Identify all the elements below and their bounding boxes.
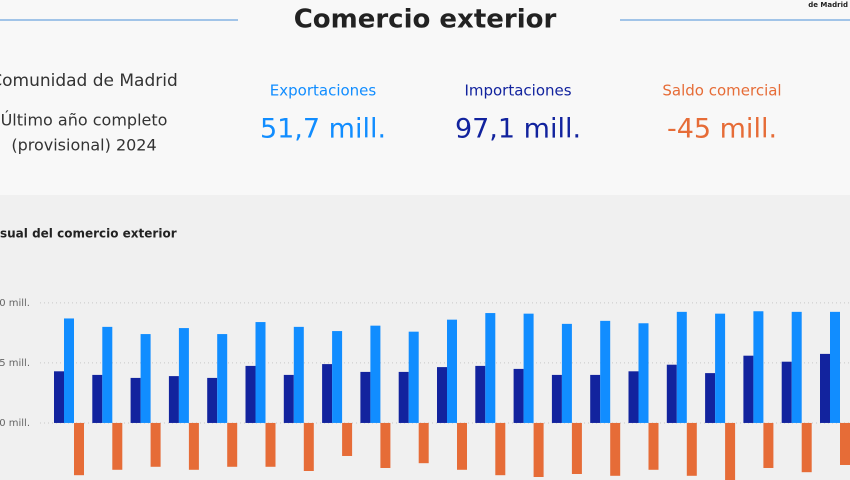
bar	[178, 328, 189, 423]
bar	[523, 313, 534, 423]
bar	[600, 320, 611, 423]
header-panel	[0, 0, 850, 195]
bar	[495, 422, 506, 476]
bar	[801, 422, 812, 473]
bar	[303, 422, 314, 471]
period: Último año completo	[1, 111, 168, 130]
bar	[513, 368, 524, 423]
bar	[332, 331, 343, 423]
bar	[283, 374, 294, 423]
bar	[666, 364, 677, 423]
bar	[485, 313, 496, 423]
y-tick-label: 0 mill.	[0, 418, 30, 429]
bar	[561, 323, 572, 423]
bar	[217, 334, 228, 423]
bar	[360, 371, 371, 423]
bar	[437, 367, 447, 423]
bar	[64, 318, 74, 423]
period: (provisional) 2024	[11, 136, 156, 155]
bar	[705, 373, 716, 423]
bar	[255, 322, 266, 423]
bar	[457, 422, 467, 470]
bar	[638, 323, 649, 423]
bar	[150, 422, 161, 467]
bar	[102, 326, 113, 423]
bar	[380, 422, 391, 468]
bar	[92, 374, 103, 423]
bar	[293, 326, 304, 423]
bar	[74, 422, 84, 476]
bar	[140, 334, 151, 423]
bar	[398, 371, 409, 423]
bar	[130, 377, 141, 423]
bar	[168, 376, 179, 423]
page-title: Comercio exterior	[294, 5, 557, 35]
bar	[840, 422, 850, 465]
bar	[781, 361, 792, 423]
bar	[830, 311, 840, 423]
bar	[590, 374, 601, 423]
bar	[322, 364, 333, 423]
kpi-label: Exportaciones	[270, 82, 377, 100]
bar	[648, 422, 659, 470]
kpi-value: -45 mill.	[667, 114, 777, 145]
bar	[551, 374, 562, 423]
kpi-value: 97,1 mill.	[455, 114, 581, 145]
y-tick-label: 5 mill.	[0, 358, 30, 369]
bar	[763, 422, 774, 468]
region: Comunidad de Madrid	[0, 71, 178, 91]
y-tick-label: 10 mill.	[0, 298, 30, 309]
bar	[188, 422, 199, 470]
bar	[245, 365, 256, 423]
bar	[265, 422, 276, 467]
bar	[676, 311, 687, 423]
bar	[533, 422, 544, 477]
bar	[610, 422, 621, 476]
kpi-label: Importaciones	[464, 82, 571, 100]
logo-text: de Madrid	[808, 1, 848, 9]
bar	[207, 377, 218, 423]
bar	[753, 311, 764, 423]
bar	[820, 353, 830, 423]
bar	[227, 422, 238, 467]
kpi-label: Saldo comercial	[662, 82, 781, 100]
bar	[418, 422, 429, 464]
bar	[743, 355, 754, 423]
bar	[725, 422, 736, 480]
bar	[370, 325, 381, 423]
bar	[342, 422, 353, 456]
bar	[571, 422, 582, 474]
bar	[715, 313, 726, 423]
bar	[791, 311, 802, 423]
kpi-value: 51,7 mill.	[260, 114, 386, 145]
bar	[628, 371, 639, 423]
bar	[475, 365, 486, 423]
bar	[686, 422, 697, 476]
bar	[408, 331, 419, 423]
chart-title: sual del comercio exterior	[0, 227, 177, 241]
bar	[54, 371, 64, 423]
bar	[112, 422, 123, 470]
bar	[447, 319, 457, 423]
